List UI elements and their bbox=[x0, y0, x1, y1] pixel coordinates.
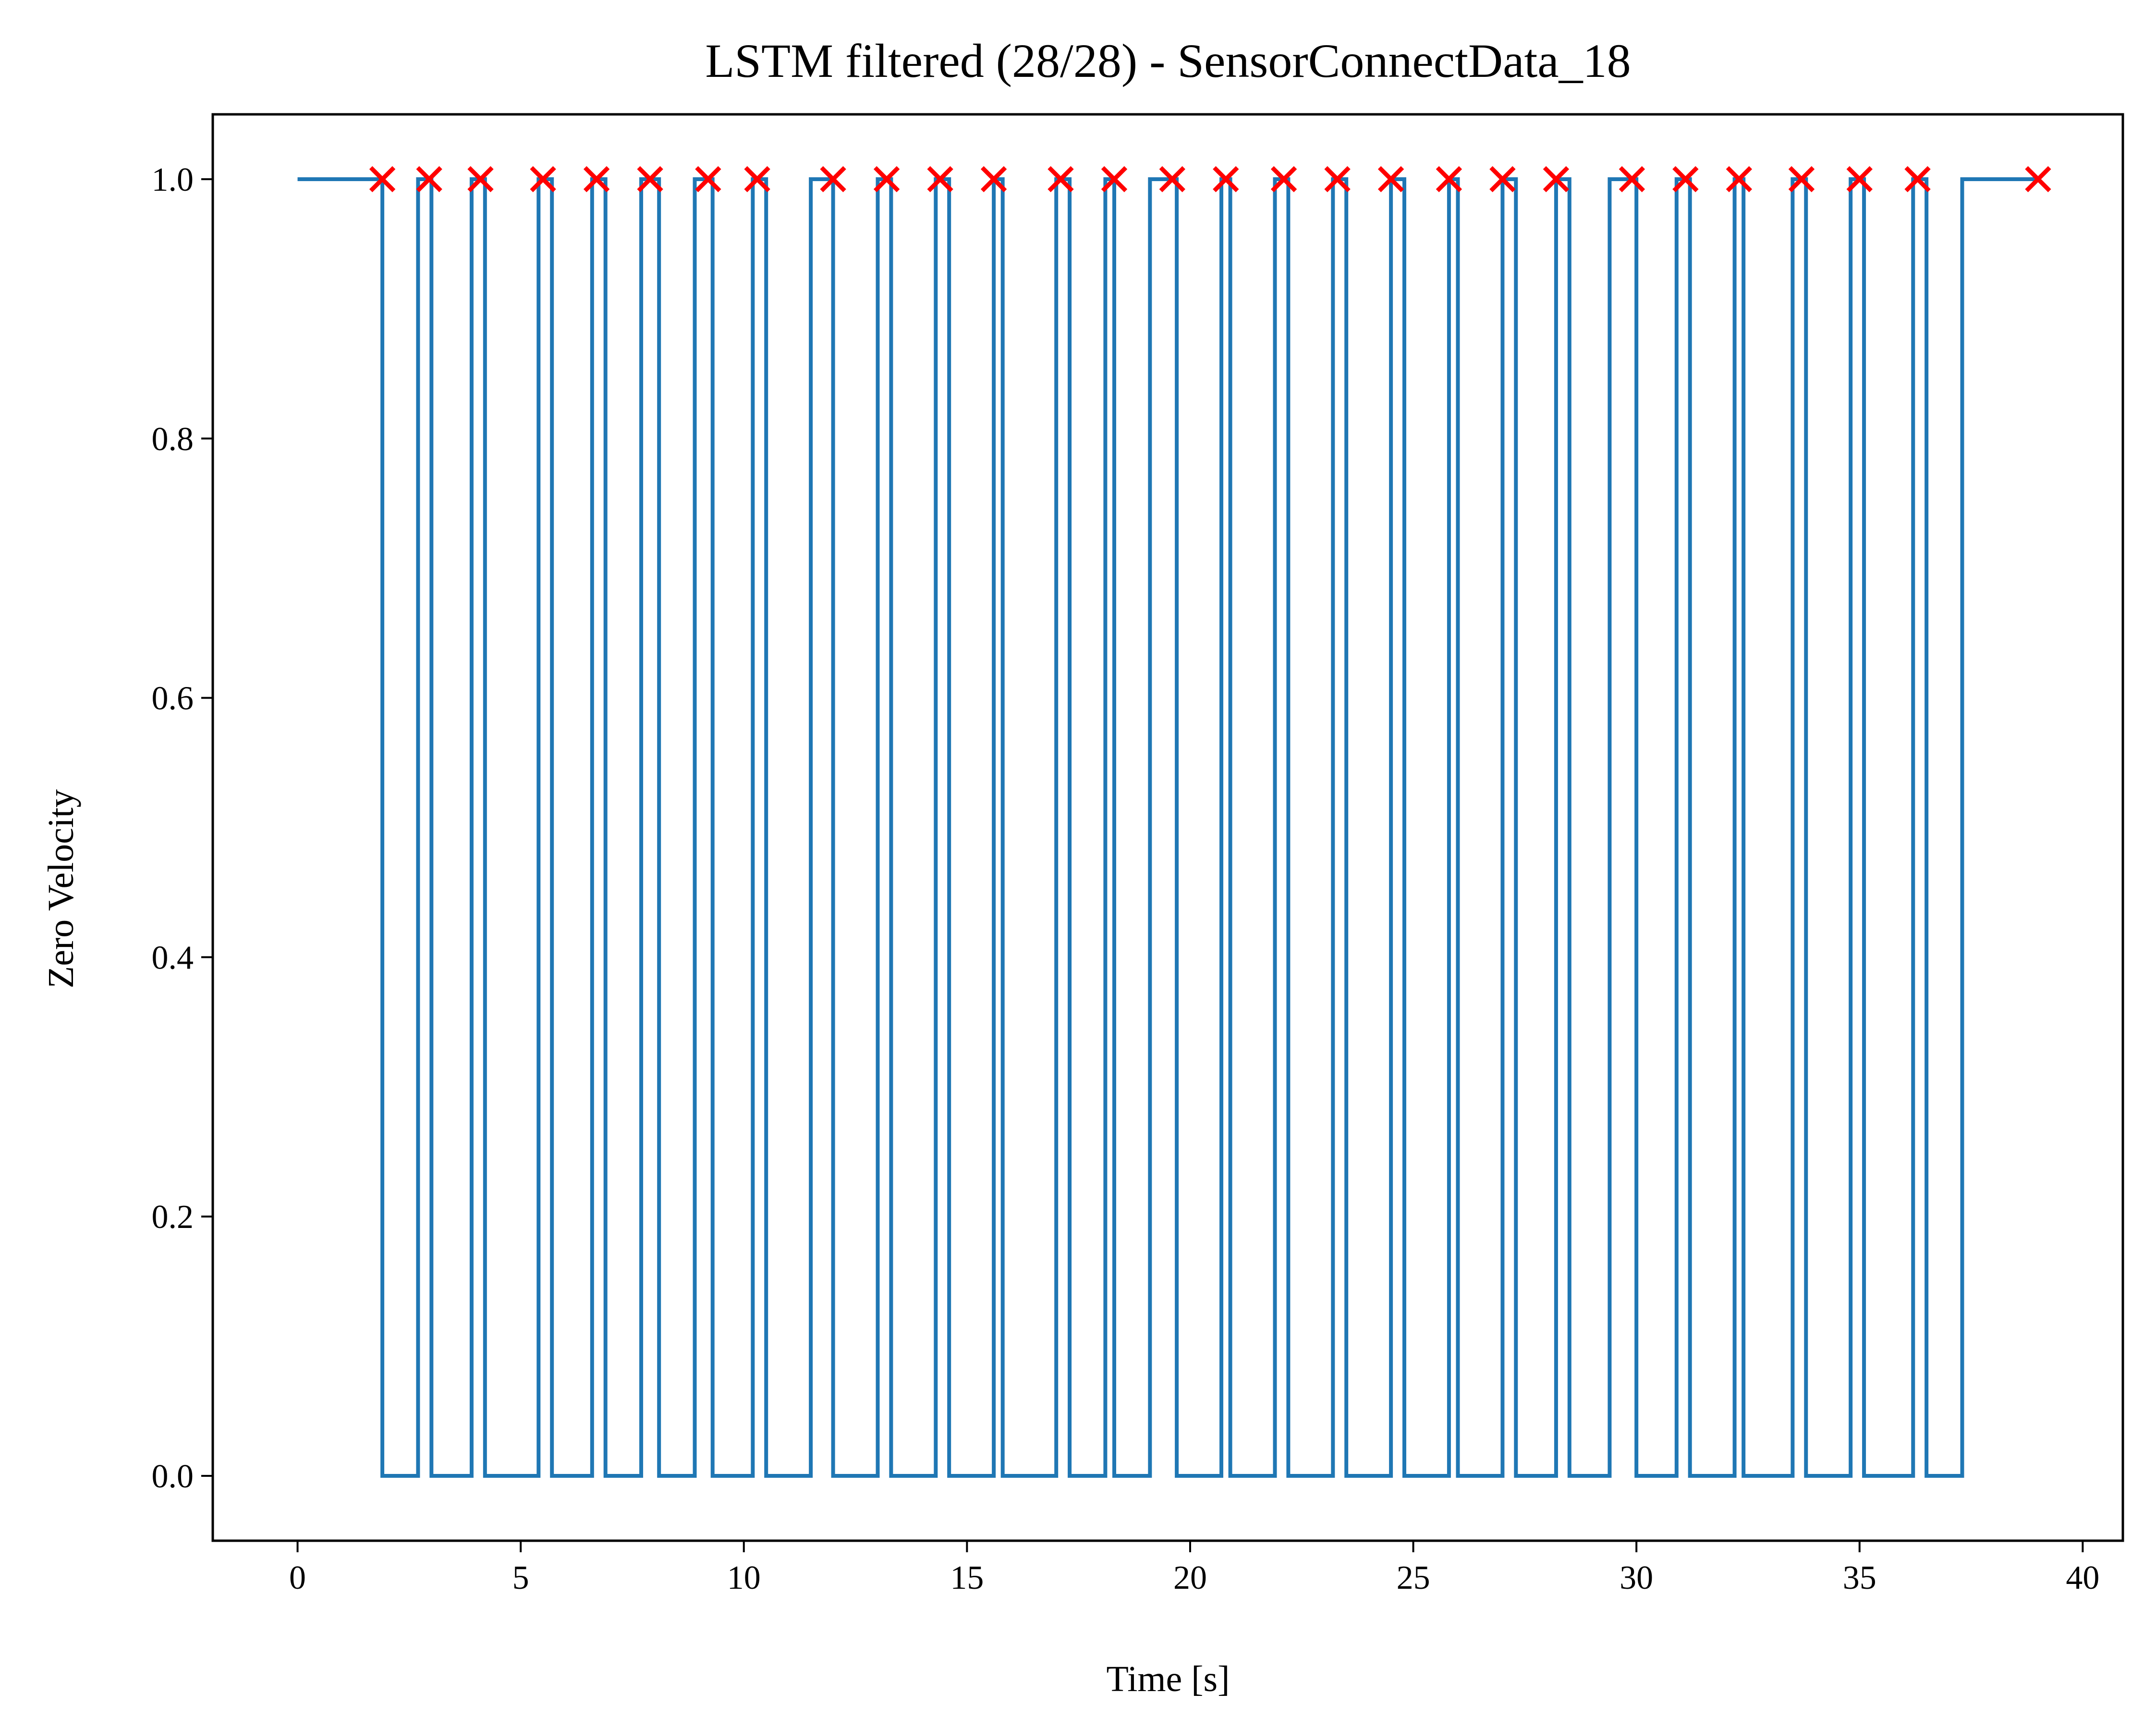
plot-frame bbox=[211, 113, 2124, 1542]
scatter-marker bbox=[980, 166, 1007, 193]
scatter-marker bbox=[637, 166, 663, 193]
y-tick-label: 0.2 bbox=[152, 1199, 194, 1236]
y-axis-label: Zero Velocity bbox=[41, 789, 81, 988]
marker-stroke bbox=[1159, 166, 1185, 193]
marker-stroke bbox=[1726, 166, 1753, 193]
marker-stroke bbox=[1436, 166, 1462, 193]
scatter-marker bbox=[1101, 166, 1128, 193]
scatter-marker bbox=[1489, 166, 1516, 193]
scatter-marker bbox=[1543, 166, 1570, 193]
scatter-marker bbox=[820, 166, 846, 193]
x-tick-label: 10 bbox=[727, 1559, 761, 1596]
scatter-marker bbox=[1726, 166, 1753, 193]
marker-layer bbox=[369, 166, 2051, 193]
x-tick-label: 15 bbox=[950, 1559, 984, 1596]
marker-stroke bbox=[1213, 166, 1239, 193]
marker-stroke bbox=[873, 166, 900, 193]
scatter-marker bbox=[1846, 166, 1873, 193]
x-tick-label: 35 bbox=[1843, 1559, 1876, 1596]
scatter-marker bbox=[1377, 166, 1404, 193]
chart-title: LSTM filtered (28/28) - SensorConnectDat… bbox=[705, 34, 1631, 87]
scatter-marker bbox=[467, 166, 494, 193]
marker-stroke bbox=[530, 166, 556, 193]
y-tick-label: 0.4 bbox=[152, 939, 194, 976]
marker-stroke bbox=[637, 166, 663, 193]
y-axis-ticks: 0.0 0.2 0.4 0.6 0.8 1.0 bbox=[152, 161, 213, 1495]
scatter-marker bbox=[695, 166, 721, 193]
marker-stroke bbox=[744, 166, 770, 193]
marker-stroke bbox=[2025, 166, 2051, 193]
marker-stroke bbox=[467, 166, 494, 193]
scatter-marker bbox=[1619, 166, 1645, 193]
scatter-marker bbox=[744, 166, 770, 193]
marker-stroke bbox=[695, 166, 721, 193]
plot-area bbox=[213, 114, 2123, 1541]
scatter-marker bbox=[1048, 166, 1074, 193]
scatter-marker bbox=[1213, 166, 1239, 193]
scatter-marker bbox=[1904, 166, 1931, 193]
marker-stroke bbox=[820, 166, 846, 193]
scatter-marker bbox=[1324, 166, 1351, 193]
y-tick-label: 0.6 bbox=[152, 680, 194, 717]
marker-stroke bbox=[1377, 166, 1404, 193]
marker-stroke bbox=[1788, 166, 1815, 193]
marker-stroke bbox=[1619, 166, 1645, 193]
y-tick-label: 0.8 bbox=[152, 421, 194, 458]
marker-stroke bbox=[1672, 166, 1699, 193]
x-tick-label: 30 bbox=[1620, 1559, 1653, 1596]
scatter-marker bbox=[927, 166, 953, 193]
x-tick-label: 20 bbox=[1173, 1559, 1207, 1596]
scatter-marker bbox=[1672, 166, 1699, 193]
scatter-marker bbox=[873, 166, 900, 193]
x-tick-label: 5 bbox=[512, 1559, 529, 1596]
scatter-marker bbox=[1788, 166, 1815, 193]
x-tick-label: 0 bbox=[289, 1559, 306, 1596]
marker-stroke bbox=[980, 166, 1007, 193]
marker-stroke bbox=[927, 166, 953, 193]
marker-stroke bbox=[1846, 166, 1873, 193]
scatter-marker bbox=[583, 166, 610, 193]
marker-stroke bbox=[1489, 166, 1516, 193]
marker-stroke bbox=[1101, 166, 1128, 193]
scatter-marker bbox=[1270, 166, 1297, 193]
marker-stroke bbox=[369, 166, 396, 193]
scatter-marker bbox=[1436, 166, 1462, 193]
marker-stroke bbox=[1324, 166, 1351, 193]
series-layer bbox=[297, 177, 2038, 1478]
marker-stroke bbox=[1543, 166, 1570, 193]
scatter-marker bbox=[530, 166, 556, 193]
marker-stroke bbox=[416, 166, 442, 193]
x-axis-ticks: 0 5 10 15 20 25 30 35 40 bbox=[289, 1541, 2099, 1596]
scatter-marker bbox=[416, 166, 442, 193]
scatter-marker bbox=[1159, 166, 1185, 193]
marker-stroke bbox=[1270, 166, 1297, 193]
x-axis-label: Time [s] bbox=[1107, 1659, 1230, 1699]
y-tick-label: 0.0 bbox=[152, 1458, 194, 1495]
marker-stroke bbox=[1904, 166, 1931, 193]
scatter-marker bbox=[369, 166, 396, 193]
scatter-marker bbox=[2025, 166, 2051, 193]
y-tick-label: 1.0 bbox=[152, 161, 194, 198]
step-series-line bbox=[297, 177, 2038, 1478]
x-tick-label: 40 bbox=[2066, 1559, 2099, 1596]
x-tick-label: 25 bbox=[1397, 1559, 1430, 1596]
marker-stroke bbox=[1048, 166, 1074, 193]
marker-stroke bbox=[583, 166, 610, 193]
